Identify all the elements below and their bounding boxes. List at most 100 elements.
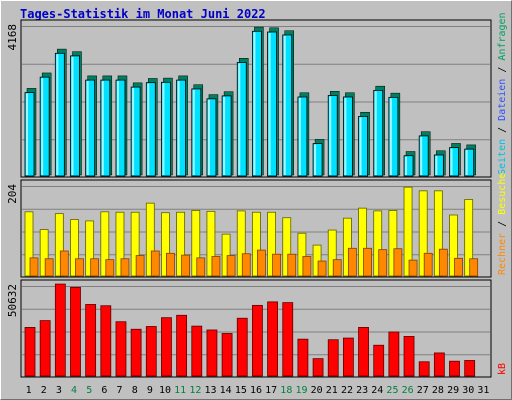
bar-kb [221,333,233,377]
bar-kb [403,336,415,377]
bar-highlight [405,156,408,175]
bar-highlight [162,83,165,175]
bar-dateien [327,95,338,177]
bar-dateien [236,62,247,177]
bar-besuche [236,210,246,277]
x-tick-label: 4 [71,385,77,396]
bar-highlight [101,81,104,175]
bar-kb [161,317,172,377]
bar-besuche [252,211,261,277]
x-tick-label: 11 [174,385,186,396]
legend-item-anfragen: Anfragen [497,12,508,60]
bar-besuche [267,211,276,277]
x-tick-label: 18 [280,385,292,396]
legend-separator: / [497,215,508,233]
bar-besuche [100,211,110,277]
bar-besuche [312,244,322,277]
bar-kb [267,301,278,377]
x-tick-label: 9 [147,385,153,396]
bar-kb [373,344,385,377]
bar-kb [145,326,157,377]
legend-separator: / [497,61,508,79]
bar-dateien [100,79,111,177]
bar-kb [100,305,112,377]
legend-item-dateien: Dateien [497,79,508,121]
bar-kb [191,325,203,377]
bar-besuche [145,202,155,277]
legend-item-kb: kB [497,363,508,375]
bar-rechner [257,249,266,277]
x-tick-label: 13 [204,385,216,396]
x-tick-label: 30 [462,385,474,396]
bar-besuche [70,219,79,277]
bar-dateien [449,147,459,177]
bar-highlight [116,81,119,175]
panel-1 [20,19,492,178]
bar-highlight [253,32,256,175]
bar-rechner [135,255,145,277]
bar-highlight [177,81,180,175]
bar-besuche [418,190,428,277]
bar-highlight [314,144,317,175]
bar-rechner [181,254,191,277]
bar-kb [282,302,294,377]
bar-highlight [344,97,347,175]
bar-rechner [241,253,251,277]
bar-dateien [403,155,414,177]
bar-rechner [393,248,403,277]
x-tick-label: 23 [356,385,368,396]
bar-rechner [166,252,175,277]
bar-dateien [267,31,277,177]
bar-rechner [44,258,54,277]
panel-2-ymax-label: 204 [6,184,19,204]
x-tick-label: 20 [311,385,323,396]
panel-3 [20,279,492,378]
bar-besuche [39,229,49,277]
bar-rechner [317,260,327,277]
bar-dateien [85,79,96,177]
x-tick-label: 3 [56,385,62,396]
bar-kb [433,352,445,377]
bar-highlight [268,33,271,176]
bar-rechner [90,258,100,277]
bar-dateien [206,98,217,177]
bar-kb [388,331,400,377]
bar-dateien [342,96,353,177]
bar-rechner [302,256,312,277]
bar-dateien [39,76,50,177]
bar-rechner [438,248,448,277]
bar-dateien [373,89,384,177]
bar-dateien [70,55,80,177]
bar-dateien [115,79,126,177]
bar-rechner [287,253,297,277]
bar-highlight [132,88,135,175]
bar-rechner [378,249,388,277]
bar-kb [358,327,369,377]
bar-highlight [283,35,286,176]
bar-besuche [282,217,292,277]
x-tick-label: 5 [86,385,92,396]
x-tick-label: 6 [101,385,107,396]
bar-rechner [272,253,281,277]
chart-title: Tages-Statistik im Monat Juni 2022 [20,7,266,21]
bar-dateien [388,96,399,177]
bar-rechner [120,258,130,277]
bar-besuche [176,211,186,277]
bar-highlight [56,54,59,176]
bar-besuche [161,212,170,277]
bar-kb [449,360,460,377]
bar-kb [206,329,218,377]
bar-rechner [29,257,39,277]
bar-kb [252,304,263,377]
bar-rechner [469,258,479,277]
bar-besuche [206,210,216,277]
x-tick-label: 7 [117,385,123,396]
bar-dateien [161,81,171,177]
bar-kb [464,360,476,377]
x-tick-label: 2 [41,385,47,396]
x-tick-label: 16 [250,385,262,396]
bar-highlight [374,91,377,175]
bar-kb [130,328,142,377]
bar-highlight [41,78,44,175]
